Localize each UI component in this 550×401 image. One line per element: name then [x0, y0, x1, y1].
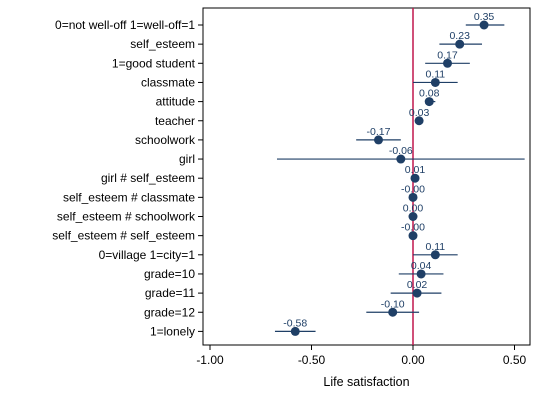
y-tick-label: 0=not well-off 1=well-off=1 — [55, 18, 195, 32]
coefficient-point — [290, 326, 300, 336]
x-tick-label: 0.00 — [401, 353, 425, 367]
coefficient-point — [414, 116, 424, 126]
y-tick-label: girl — [179, 152, 195, 166]
coefficient-point — [373, 135, 383, 145]
value-label: 0.01 — [405, 164, 426, 176]
value-label: -0.06 — [389, 145, 413, 157]
coefficient-point — [416, 269, 426, 279]
y-tick-label: grade=10 — [144, 267, 195, 281]
x-tick-label: -1.00 — [196, 353, 224, 367]
value-label: 0.23 — [449, 30, 470, 42]
coefficient-point — [430, 250, 440, 260]
coefficient-points — [290, 20, 489, 336]
y-tick-label: girl # self_esteem — [101, 171, 195, 185]
y-tick-label: 0=village 1=city=1 — [99, 248, 196, 262]
value-labels: 0.35 0.23 0.17 0.11 0.08 0.03 -0.17 -0.06 0.01 -0… — [283, 11, 494, 329]
y-tick-label: self_esteem # schoolwork — [57, 210, 196, 224]
coefficient-point — [424, 97, 434, 107]
coefficient-point — [408, 212, 418, 221]
value-label: 0.11 — [425, 241, 445, 253]
confidence-intervals — [274, 24, 525, 332]
value-label: 0.02 — [407, 279, 428, 291]
value-label: -0.00 — [401, 183, 425, 195]
coefficient-point — [408, 192, 418, 202]
coefficient-point — [430, 77, 440, 87]
y-axis: 0=not well-off 1=well-off=1 self_esteem 1=… — [52, 18, 203, 338]
x-tick-label: -0.50 — [298, 353, 326, 367]
coefficient-point — [479, 20, 489, 30]
coefficient-point — [388, 307, 398, 317]
value-label: -0.17 — [367, 126, 391, 138]
coefficient-point — [443, 58, 453, 68]
coefficient-point — [455, 39, 465, 49]
y-tick-label: grade=11 — [145, 286, 195, 300]
y-tick-label: self_esteem # self_esteem — [52, 229, 195, 243]
y-tick-label: 1=good student — [112, 56, 196, 70]
value-label: 0.11 — [425, 68, 445, 80]
y-tick-label: classmate — [141, 75, 195, 89]
y-tick-label: self_esteem — [130, 37, 195, 51]
value-label: -0.58 — [283, 317, 307, 329]
value-label: 0.00 — [403, 203, 424, 215]
value-label: 0.17 — [437, 49, 458, 61]
coefficient-point — [410, 173, 420, 183]
y-tick-label: 1=lonely — [150, 324, 195, 338]
x-axis: -1.00 -0.50 0.00 0.50 — [196, 345, 527, 367]
y-tick-label: teacher — [155, 114, 195, 128]
value-label: 0.04 — [411, 260, 432, 272]
y-tick-label: schoolwork — [135, 133, 196, 147]
value-label: 0.03 — [409, 107, 430, 119]
coefficient-point — [396, 154, 406, 164]
coefficient-point — [412, 288, 422, 298]
y-tick-label: grade=12 — [144, 305, 195, 319]
value-label: -0.10 — [381, 298, 405, 310]
x-tick-label: 0.50 — [503, 353, 527, 367]
y-tick-label: self_esteem # classmate — [63, 190, 195, 204]
value-label: -0.00 — [401, 222, 425, 234]
coefficient-point — [408, 231, 418, 241]
x-axis-title: Life satisfaction — [323, 375, 409, 389]
y-tick-label: attitude — [156, 95, 196, 109]
value-label: 0.08 — [419, 88, 440, 100]
value-label: 0.35 — [474, 11, 495, 23]
plot-frame — [202, 7, 531, 346]
